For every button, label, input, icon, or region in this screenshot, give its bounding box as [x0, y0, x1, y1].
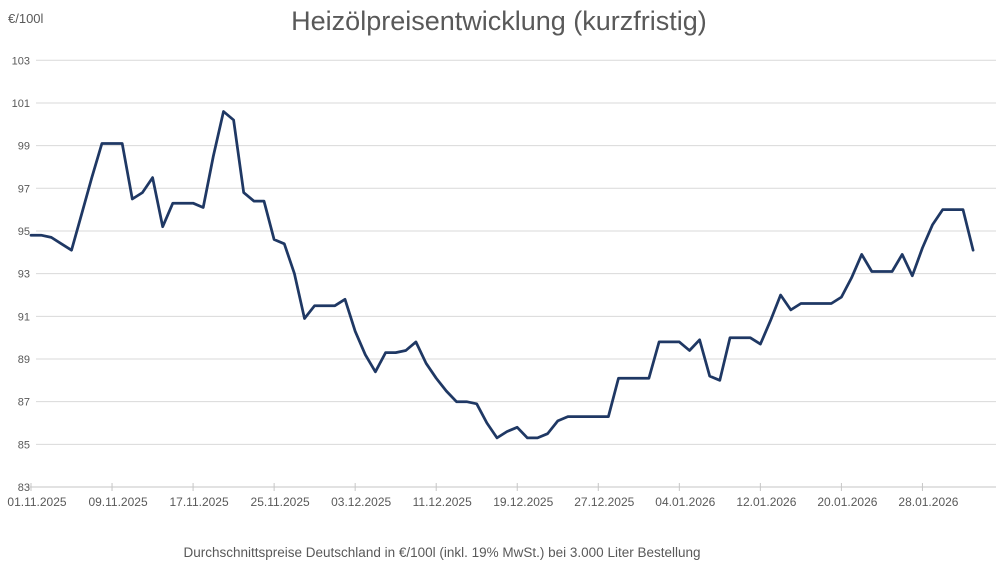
x-axis-label: 03.12.2025 [331, 495, 391, 509]
y-axis-label: 83 [18, 482, 30, 494]
x-axis-label: 12.01.2026 [736, 495, 796, 509]
x-axis-label: 09.11.2025 [88, 495, 147, 509]
y-axis-label: 89 [18, 354, 30, 366]
y-axis-label: 95 [18, 226, 30, 238]
chart-caption: Durchschnittspreise Deutschland in €/100… [183, 545, 701, 560]
y-axis-label: 85 [18, 439, 30, 451]
y-axis-label: 103 [12, 55, 30, 67]
x-axis-label: 19.12.2025 [493, 495, 553, 509]
y-axis-label: 101 [12, 98, 30, 110]
x-axis-label: 27.12.2025 [574, 495, 634, 509]
chart-title: Heizölpreisentwicklung (kurzfristig) [291, 6, 707, 36]
y-axis-label: 87 [18, 397, 30, 409]
x-axis-label: 17.11.2025 [169, 495, 228, 509]
x-axis-label: 01.11.2025 [7, 495, 66, 509]
y-axis-label: 93 [18, 269, 30, 281]
x-axis-label: 20.01.2026 [817, 495, 877, 509]
y-axis-label: 91 [18, 311, 30, 323]
x-axis-label: 11.12.2025 [413, 495, 472, 509]
x-axis-label: 25.11.2025 [251, 495, 310, 509]
x-axis-label: 04.01.2026 [655, 495, 715, 509]
y-axis-label: 97 [18, 183, 30, 195]
y-axis-unit-label: €/100l [8, 11, 44, 26]
x-axis-label: 28.01.2026 [898, 495, 958, 509]
y-axis-label: 99 [18, 141, 30, 153]
price-line-series [29, 110, 975, 440]
